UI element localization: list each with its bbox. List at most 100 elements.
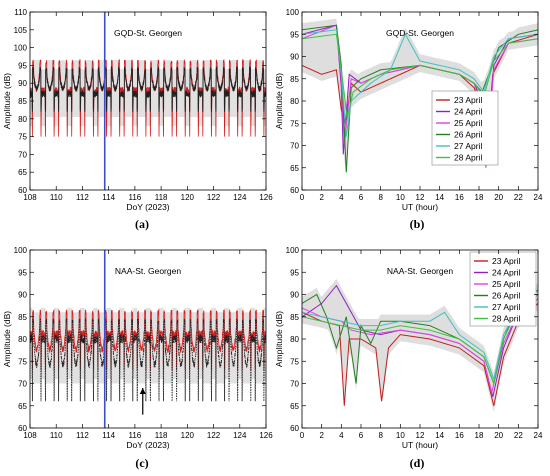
chart-title-d: NAA-St. Georgen: [387, 266, 453, 276]
y-tick-label: 75: [18, 133, 27, 142]
chart-title-b: GQD-St. Georgen: [386, 28, 454, 38]
plot-area-a: [30, 58, 266, 137]
x-tick-label: 12: [416, 193, 425, 202]
annotation-arrow-head: [139, 387, 146, 394]
y-axis-label-b: Amplitude (dB): [274, 73, 284, 129]
x-tick-label: 14: [435, 431, 444, 440]
x-axis-label-c: DoY (2023): [126, 440, 169, 450]
y-tick-label: 100: [286, 8, 300, 17]
legend-entry: 23 April: [492, 256, 520, 266]
plot-area-c: [30, 307, 266, 402]
chart-title-a: GQD-St. Georgen: [114, 28, 182, 38]
y-tick-label: 75: [290, 357, 299, 366]
series-line-d27-d: [302, 294, 538, 381]
x-tick-label: 6: [359, 431, 364, 440]
x-tick-label: 20: [494, 431, 503, 440]
x-tick-label: 16: [455, 431, 464, 440]
y-axis-label-d: Amplitude (dB): [274, 311, 284, 367]
series-line-d27-b: [302, 29, 538, 137]
x-tick-label: 10: [396, 193, 405, 202]
chart-c: 108 110 112 114 116 118 120 122 124 126 60 65 70 75 80…: [2, 246, 273, 450]
y-tick-label: 65: [18, 402, 27, 411]
chart-a: 108 110 112 114 116 118 120 122 124 126 60 65 70 75 80…: [2, 8, 273, 212]
y-tick-label: 90: [290, 53, 299, 62]
y-tick-label: 80: [290, 97, 299, 106]
x-tick-label: 108: [23, 431, 37, 440]
caption-c: (c): [135, 456, 149, 470]
plot-area-b: [302, 18, 538, 179]
y-tick-label: 75: [290, 119, 299, 128]
caption-d: (d): [409, 456, 425, 470]
x-tick-label: 4: [339, 193, 344, 202]
series-line-d23-d: [302, 303, 538, 406]
x-tick-label: 110: [50, 193, 63, 202]
legend-entry: 28 April: [454, 153, 482, 163]
y-tick-label: 85: [18, 313, 27, 322]
y-tick-label: 95: [18, 61, 27, 70]
x-tick-label: 114: [102, 431, 115, 440]
x-tick-label: 126: [259, 431, 273, 440]
x-tick-label: 118: [155, 193, 168, 202]
x-tick-label: 114: [102, 193, 115, 202]
x-tick-label: 22: [514, 193, 523, 202]
x-tick-label: 118: [155, 431, 168, 440]
y-tick-label: 60: [290, 186, 299, 195]
y-tick-label: 90: [18, 291, 27, 300]
x-tick-label: 4: [339, 431, 344, 440]
y-tick-label: 60: [290, 424, 299, 433]
legend-entry: 25 April: [492, 279, 520, 289]
x-tick-label: 10: [396, 431, 405, 440]
x-tick-label: 14: [435, 193, 444, 202]
y-tick-label: 95: [18, 268, 27, 277]
legend-entry: 24 April: [454, 107, 482, 117]
x-tick-label: 124: [233, 431, 247, 440]
legend-box: [431, 90, 499, 166]
x-tick-label: 116: [129, 193, 142, 202]
y-tick-label: 80: [290, 335, 299, 344]
x-tick-label: 116: [129, 431, 142, 440]
legend-entry: 26 April: [454, 130, 482, 140]
y-tick-label: 65: [290, 164, 299, 173]
x-tick-label: 110: [50, 431, 63, 440]
series-line-dark-a: [30, 65, 266, 112]
y-tick-label: 85: [290, 75, 299, 84]
x-tick-label: 122: [207, 431, 221, 440]
y-tick-label: 80: [18, 335, 27, 344]
legend-entry: 26 April: [492, 291, 520, 301]
x-tick-label: 16: [455, 193, 464, 202]
y-tick-label: 70: [290, 380, 299, 389]
x-tick-label: 120: [181, 431, 195, 440]
x-tick-label: 120: [181, 193, 195, 202]
y-tick-label: 85: [18, 97, 27, 106]
x-tick-label: 108: [23, 193, 37, 202]
y-tick-label: 60: [18, 186, 27, 195]
legend-box: [469, 251, 537, 327]
x-tick-label: 112: [76, 193, 89, 202]
x-axis-label-b: UT (hour): [402, 202, 438, 212]
x-tick-label: 0: [300, 431, 305, 440]
legend-entry: 28 April: [492, 314, 520, 324]
series-line-dark-c: [30, 317, 266, 402]
x-axis-label-d: UT (hour): [402, 440, 438, 450]
legend-entry: 25 April: [454, 118, 482, 128]
x-tick-label: 18: [475, 193, 484, 202]
caption-b: (b): [409, 217, 425, 231]
y-tick-label: 100: [14, 246, 28, 255]
y-tick-label: 80: [18, 115, 27, 124]
x-tick-label: 20: [494, 193, 503, 202]
x-tick-label: 126: [259, 193, 273, 202]
x-tick-label: 22: [514, 431, 523, 440]
x-tick-label: 2: [319, 431, 324, 440]
y-axis-label-a: Amplitude (dB): [2, 73, 12, 129]
y-tick-label: 100: [286, 246, 300, 255]
legend-entry: 23 April: [454, 95, 482, 105]
x-tick-label: 24: [534, 193, 543, 202]
caption-a: (a): [135, 217, 149, 231]
y-tick-label: 110: [14, 8, 27, 17]
x-tick-label: 24: [534, 431, 543, 440]
y-tick-label: 105: [14, 26, 28, 35]
x-tick-label: 8: [378, 193, 383, 202]
chart-title-c: NAA-St. Georgen: [115, 266, 181, 276]
